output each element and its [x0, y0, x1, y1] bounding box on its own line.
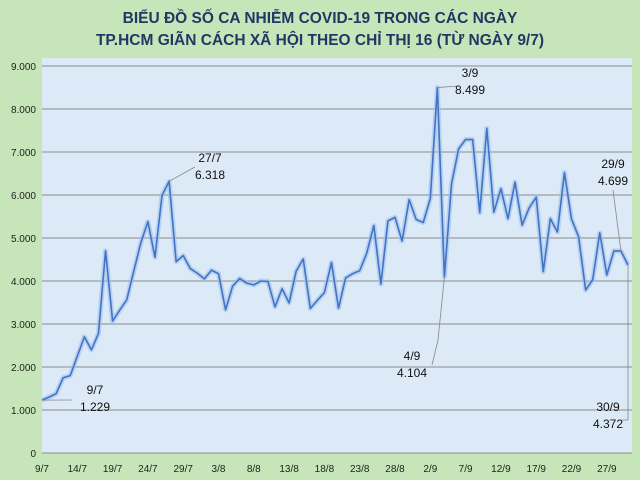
x-tick-label: 3/8 — [212, 464, 226, 475]
x-tick-label: 12/9 — [491, 464, 511, 475]
annotation-date: 4/9 — [404, 349, 421, 363]
x-tick-label: 28/8 — [385, 464, 405, 475]
x-tick-label: 8/8 — [247, 464, 261, 475]
annotation-date: 27/7 — [198, 151, 222, 165]
annotation-leader — [168, 166, 196, 182]
annotation-leader — [612, 189, 622, 251]
title-line-1: BIỂU ĐỒ SỐ CA NHIỄM COVID-19 TRONG CÁC N… — [122, 10, 518, 27]
annotation-leader — [437, 85, 459, 88]
y-tick-label: 6.000 — [11, 191, 36, 202]
annotation-value: 4.372 — [593, 417, 623, 431]
x-tick-label: 29/7 — [173, 464, 193, 475]
x-tick-label: 9/7 — [35, 464, 49, 475]
y-tick-label: 1.000 — [11, 406, 36, 417]
x-tick-label: 19/7 — [103, 464, 123, 475]
x-tick-label: 23/8 — [350, 464, 370, 475]
annotation-value: 4.104 — [397, 366, 427, 380]
annotation-value: 4.699 — [598, 174, 628, 188]
x-tick-label: 18/8 — [315, 464, 335, 475]
annotation-leader — [622, 265, 629, 421]
y-tick-label: 4.000 — [11, 277, 36, 288]
annotation-date: 3/9 — [462, 66, 479, 80]
x-tick-label: 13/8 — [279, 464, 299, 475]
annotation-date: 30/9 — [596, 400, 620, 414]
y-tick-label: 0 — [30, 449, 36, 460]
chart-title: BIỂU ĐỒ SỐ CA NHIỄM COVID-19 TRONG CÁC N… — [0, 8, 640, 52]
x-tick-label: 2/9 — [423, 464, 437, 475]
x-tick-label: 7/9 — [459, 464, 473, 475]
x-tick-label: 22/9 — [562, 464, 582, 475]
annotation-value: 8.499 — [455, 83, 485, 97]
y-tick-label: 5.000 — [11, 234, 36, 245]
title-line-2: TP.HCM GIÃN CÁCH XÃ HỘI THEO CHỈ THỊ 16 … — [95, 32, 545, 49]
annotation-value: 6.318 — [195, 168, 225, 182]
x-tick-label: 17/9 — [526, 464, 546, 475]
x-tick-label: 24/7 — [138, 464, 158, 475]
y-tick-label: 2.000 — [11, 363, 36, 374]
y-tick-label: 3.000 — [11, 320, 36, 331]
annotation-value: 1.229 — [80, 400, 110, 414]
y-tick-label: 8.000 — [11, 105, 36, 116]
series-line — [41, 86, 629, 401]
annotation-leader — [431, 276, 445, 366]
x-tick-label: 14/7 — [68, 464, 88, 475]
y-tick-label: 9.000 — [11, 62, 36, 73]
plot-area — [42, 58, 632, 453]
y-tick-label: 7.000 — [11, 148, 36, 159]
x-tick-label: 27/9 — [597, 464, 617, 475]
annotation-date: 9/7 — [87, 383, 104, 397]
annotation-date: 29/9 — [601, 157, 625, 171]
